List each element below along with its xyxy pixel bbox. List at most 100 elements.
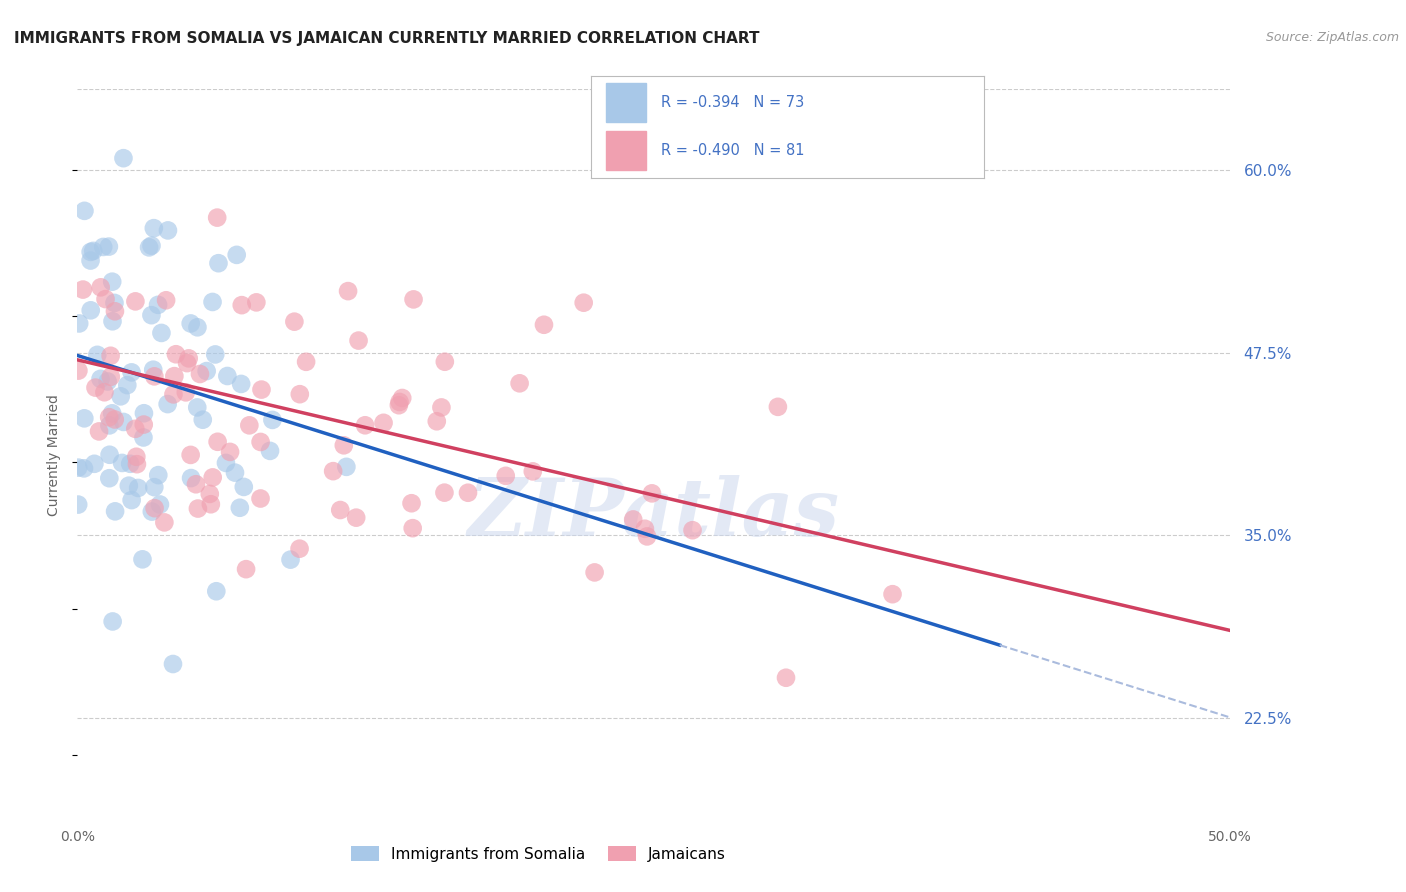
- Point: [121, 493, 143, 508]
- Point: [401, 496, 423, 510]
- Point: [72, 283, 94, 297]
- Point: [219, 445, 242, 459]
- Point: [67, 364, 90, 378]
- Point: [215, 456, 238, 470]
- Point: [162, 387, 184, 401]
- FancyBboxPatch shape: [606, 83, 645, 122]
- Point: [67, 317, 90, 331]
- Point: [125, 450, 148, 464]
- Point: [87, 425, 110, 439]
- Point: [141, 505, 163, 519]
- Point: [682, 523, 704, 537]
- Point: [186, 320, 208, 334]
- Text: Source: ZipAtlas.com: Source: ZipAtlas.com: [1265, 31, 1399, 45]
- Point: [322, 464, 344, 478]
- Point: [110, 389, 132, 403]
- Point: [204, 347, 226, 361]
- Point: [143, 501, 166, 516]
- Point: [143, 480, 166, 494]
- Point: [67, 460, 90, 475]
- Point: [132, 406, 155, 420]
- Point: [98, 471, 121, 485]
- Point: [231, 376, 253, 391]
- Point: [100, 369, 122, 384]
- Point: [224, 466, 246, 480]
- Point: [79, 253, 101, 268]
- Point: [280, 552, 302, 566]
- Point: [112, 151, 135, 165]
- Point: [103, 296, 125, 310]
- Point: [146, 298, 169, 312]
- Point: [433, 485, 456, 500]
- Point: [79, 244, 101, 259]
- Point: [121, 365, 143, 379]
- Point: [426, 414, 449, 428]
- Point: [186, 401, 208, 415]
- Point: [82, 244, 104, 258]
- Point: [636, 529, 658, 543]
- Point: [249, 434, 271, 449]
- Point: [184, 477, 207, 491]
- Point: [156, 397, 179, 411]
- Point: [165, 347, 187, 361]
- Text: R = -0.394   N = 73: R = -0.394 N = 73: [661, 95, 804, 110]
- Point: [117, 378, 139, 392]
- Point: [402, 293, 425, 307]
- Point: [509, 376, 531, 391]
- Point: [344, 510, 367, 524]
- Point: [93, 385, 115, 400]
- Point: [112, 415, 135, 429]
- Point: [333, 438, 356, 452]
- Point: [391, 391, 413, 405]
- Point: [101, 275, 124, 289]
- Point: [200, 497, 222, 511]
- Point: [80, 303, 103, 318]
- Point: [84, 381, 107, 395]
- Point: [288, 541, 311, 556]
- Point: [329, 503, 352, 517]
- Point: [104, 304, 127, 318]
- Point: [97, 239, 120, 253]
- Point: [201, 295, 224, 310]
- Point: [198, 487, 221, 501]
- Point: [245, 295, 267, 310]
- Point: [104, 504, 127, 518]
- Point: [388, 395, 411, 409]
- Point: [97, 375, 120, 389]
- FancyBboxPatch shape: [606, 131, 645, 170]
- Point: [120, 457, 142, 471]
- Point: [295, 355, 318, 369]
- Point: [138, 240, 160, 254]
- Point: [188, 367, 211, 381]
- Point: [225, 248, 247, 262]
- Point: [86, 348, 108, 362]
- Point: [98, 448, 121, 462]
- Point: [131, 552, 153, 566]
- Point: [90, 280, 112, 294]
- Text: R = -0.490   N = 81: R = -0.490 N = 81: [661, 144, 804, 158]
- Point: [98, 410, 121, 425]
- Point: [533, 318, 555, 332]
- Point: [433, 355, 456, 369]
- Point: [337, 284, 360, 298]
- Point: [141, 308, 163, 322]
- Point: [155, 293, 177, 308]
- Point: [125, 457, 148, 471]
- Point: [217, 369, 239, 384]
- Point: [457, 485, 479, 500]
- Point: [205, 211, 228, 225]
- Point: [163, 369, 186, 384]
- Point: [124, 294, 146, 309]
- Point: [766, 400, 789, 414]
- Point: [250, 383, 273, 397]
- Point: [73, 203, 96, 218]
- Point: [100, 349, 122, 363]
- Point: [187, 501, 209, 516]
- Point: [388, 398, 411, 412]
- Point: [90, 372, 112, 386]
- Point: [354, 418, 377, 433]
- Point: [288, 387, 311, 401]
- Point: [232, 480, 254, 494]
- Point: [94, 292, 117, 306]
- Point: [583, 566, 606, 580]
